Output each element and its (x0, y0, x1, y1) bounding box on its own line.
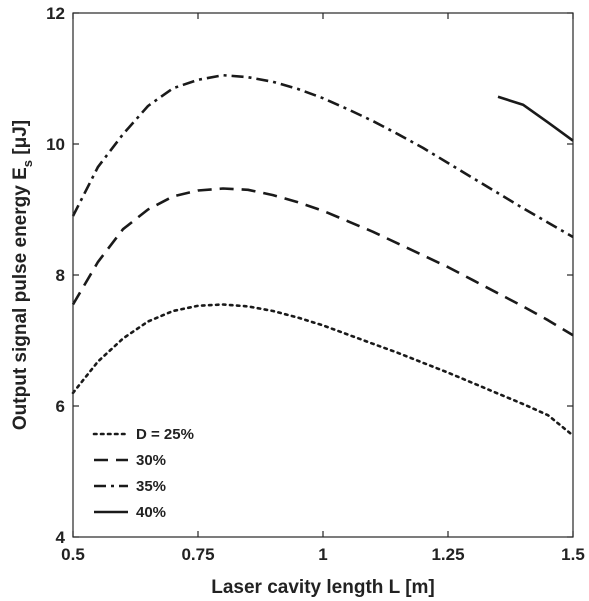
series-line-4 (497, 95, 574, 142)
y-axis-title-subscript: s (20, 160, 35, 167)
y-tick-label: 6 (56, 397, 65, 416)
legend-label: 35% (136, 478, 166, 495)
y-tick-label: 10 (46, 135, 65, 154)
y-tick-label: 12 (46, 4, 65, 23)
legend: D = 25% 30% 35% 40% (92, 426, 194, 521)
series-line-3 (71, 73, 574, 239)
legend-label: D = 25% (136, 426, 194, 443)
y-axis-title-unit: [μJ] (10, 120, 31, 160)
x-tick-label: 1 (318, 545, 327, 564)
y-axis-title: Output signal pulse energy Es [μJ] (10, 120, 35, 430)
x-tick-label: 0.75 (181, 545, 214, 564)
x-tick-label: 0.5 (61, 545, 85, 564)
series-line-2 (71, 187, 574, 337)
legend-label: 30% (136, 452, 166, 469)
x-tick-label: 1.25 (431, 545, 464, 564)
y-tick-label: 8 (56, 266, 65, 285)
y-tick-label: 4 (56, 528, 66, 547)
legend-label: 40% (136, 504, 166, 521)
series-line-1 (71, 303, 575, 437)
plot-lines (71, 73, 575, 437)
x-axis-ticks: 0.5 0.75 1 1.25 1.5 (61, 13, 585, 564)
x-tick-label: 1.5 (561, 545, 585, 564)
y-axis-ticks: 4 6 8 10 12 (46, 4, 573, 547)
y-axis-title-main: Output signal pulse energy E (10, 167, 31, 430)
x-axis-title: Laser cavity length L [m] (211, 577, 435, 598)
